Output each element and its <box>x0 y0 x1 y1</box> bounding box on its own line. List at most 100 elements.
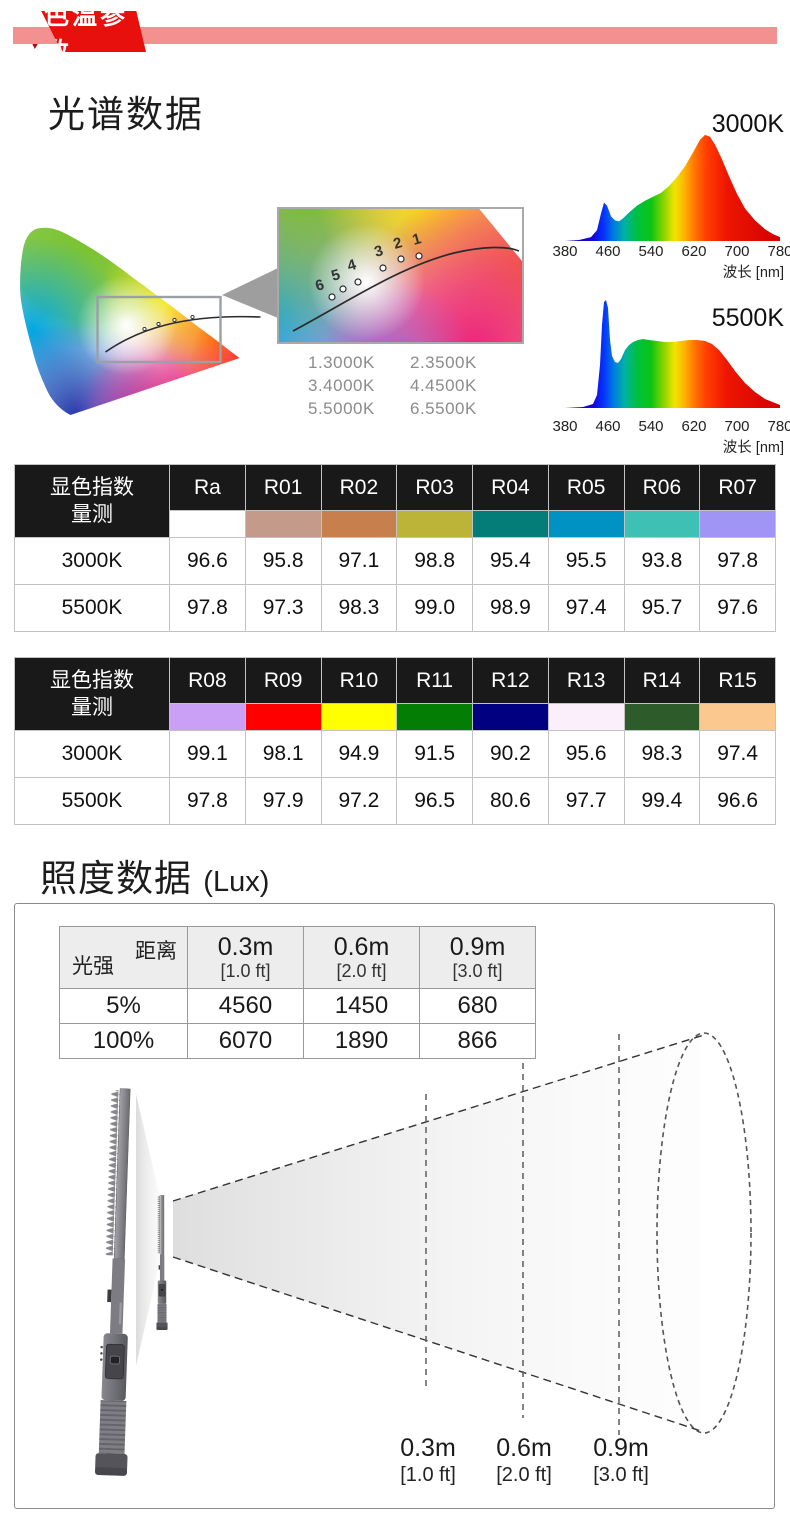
distance-m: 0.6m <box>333 932 390 961</box>
x-tick: 700 <box>724 418 750 435</box>
x-tick: 780 <box>767 243 790 260</box>
cell: 97.6 <box>699 584 776 632</box>
cell: 96.6 <box>699 777 776 825</box>
color-swatch <box>699 510 776 538</box>
distance-m: 0.9m <box>449 932 506 961</box>
color-swatch <box>244 510 322 538</box>
distance-m: 0.6m <box>496 1434 552 1462</box>
cell: 91.5 <box>396 730 473 778</box>
projection-wedge <box>136 1094 161 1366</box>
cell: 97.4 <box>547 584 625 632</box>
lux-col-header: 0.3m [1.0 ft] <box>187 926 304 989</box>
lux-heading: 照度数据 (Lux) <box>40 848 269 902</box>
distance-ft: [2.0 ft] <box>496 1464 552 1486</box>
cell: 680 <box>419 988 536 1024</box>
x-tick: 460 <box>595 243 621 260</box>
cell: 99.0 <box>396 584 473 632</box>
cell: 1450 <box>303 988 420 1024</box>
legend-item: 2.3500K <box>410 353 477 372</box>
cell: 98.3 <box>320 584 398 632</box>
cri-col-header: R10 <box>320 657 398 704</box>
cell: 98.3 <box>623 730 701 778</box>
cell: 98.1 <box>244 730 322 778</box>
legend-item: 1.3000K <box>308 353 375 372</box>
cell: 97.1 <box>320 537 398 585</box>
cri-row-header-line2: 量测 <box>71 503 113 526</box>
ribbon-band <box>13 27 777 44</box>
light-cone <box>173 1034 703 1432</box>
beam-spot-ellipse <box>656 1032 752 1434</box>
color-swatch <box>547 510 625 538</box>
color-swatch <box>244 703 322 731</box>
row-label: 5500K <box>14 777 170 825</box>
lux-heading-suffix: (Lux) <box>203 866 270 898</box>
lux-col-header: 0.9m [3.0 ft] <box>419 926 536 989</box>
table-row: 5% 4560 1450 680 <box>59 988 536 1024</box>
table-row: 3000K 96.6 95.8 97.1 98.8 95.4 95.5 93.8… <box>14 537 776 585</box>
x-tick: 620 <box>681 243 707 260</box>
legend-item: 4.4500K <box>410 376 477 395</box>
callout-wedge <box>222 268 278 318</box>
x-tick: 540 <box>638 418 664 435</box>
color-swatch <box>623 510 701 538</box>
led-wand-large <box>94 1088 131 1476</box>
lux-col-header: 0.6m [2.0 ft] <box>303 926 420 989</box>
locus-inset: 6 5 4 3 2 1 <box>277 207 524 344</box>
cell: 90.2 <box>472 730 549 778</box>
cri-col-header: R08 <box>169 657 246 704</box>
cell: 95.5 <box>547 537 625 585</box>
corner-distance-label: 距离 <box>135 940 177 963</box>
cell: 1890 <box>303 1023 420 1059</box>
inset-point-numbers: 6 5 4 3 2 1 <box>313 230 423 295</box>
cell: 93.8 <box>623 537 701 585</box>
cri-col-header: R13 <box>547 657 625 704</box>
color-swatch <box>169 703 246 731</box>
cell: 80.6 <box>472 777 549 825</box>
legend-item: 5.5000K <box>308 399 375 418</box>
cri-col-header: R07 <box>699 464 776 511</box>
cell: 97.8 <box>169 584 246 632</box>
cri-table-2: 显色指数 量测 R08 R09 R10 R11 R12 R13 R14 R15 … <box>14 657 776 825</box>
distance-ft: [1.0 ft] <box>400 1464 456 1486</box>
x-tick: 380 <box>552 243 578 260</box>
cri-col-header: Ra <box>169 464 246 511</box>
cell: 97.7 <box>547 777 625 825</box>
cri-swatch-row <box>15 510 776 538</box>
cri-row-header-line2: 量测 <box>71 696 113 719</box>
point-label-3: 3 <box>372 242 385 261</box>
locus-points <box>142 314 195 332</box>
spd-chart-3000k: 3000K 380 460 540 620 700 780 波长 [nm] <box>552 104 790 281</box>
row-label: 3000K <box>14 537 170 585</box>
point-label-5: 5 <box>329 266 342 285</box>
color-swatch <box>320 703 398 731</box>
cri-row-header: 显色指数 量测 <box>14 464 170 538</box>
lux-table: 距离 光强 0.3m [1.0 ft] 0.6m [2.0 ft] 0.9m [… <box>59 926 536 1059</box>
cct-legend: 1.3000K 2.3500K 3.4000K 4.4500K 5.5000K … <box>308 351 506 420</box>
row-label: 5500K <box>14 584 170 632</box>
x-tick: 620 <box>681 418 707 435</box>
planckian-locus-curve <box>105 315 261 353</box>
cell: 95.8 <box>244 537 322 585</box>
cri-table-1: 显色指数 量测 Ra R01 R02 R03 R04 R05 R06 R07 3… <box>14 464 776 632</box>
cell: 95.4 <box>472 537 549 585</box>
distance-ft: [3.0 ft] <box>593 1464 649 1486</box>
cri-col-header: R05 <box>547 464 625 511</box>
table-row: 3000K 99.1 98.1 94.9 91.5 90.2 95.6 98.3… <box>14 730 776 778</box>
cri-col-header: R14 <box>623 657 701 704</box>
distance-ft: [2.0 ft] <box>336 960 387 981</box>
cell: 99.4 <box>623 777 701 825</box>
cri-col-header: R12 <box>472 657 549 704</box>
cone-edge-bottom <box>172 1256 705 1433</box>
table-row: 5500K 97.8 97.9 97.2 96.5 80.6 97.7 99.4… <box>14 777 776 825</box>
row-label: 100% <box>59 1023 188 1059</box>
cell: 96.5 <box>396 777 473 825</box>
point-label-2: 2 <box>391 234 404 253</box>
x-tick: 700 <box>724 243 750 260</box>
row-label: 5% <box>59 988 188 1024</box>
cell: 98.8 <box>396 537 473 585</box>
color-swatch <box>320 510 398 538</box>
spd-chart-5500k: 5500K 380 460 540 620 700 780 波长 [nm] <box>552 282 790 458</box>
distance-m: 0.9m <box>593 1434 649 1462</box>
point-label-4: 4 <box>345 256 358 275</box>
color-swatch <box>472 510 549 538</box>
